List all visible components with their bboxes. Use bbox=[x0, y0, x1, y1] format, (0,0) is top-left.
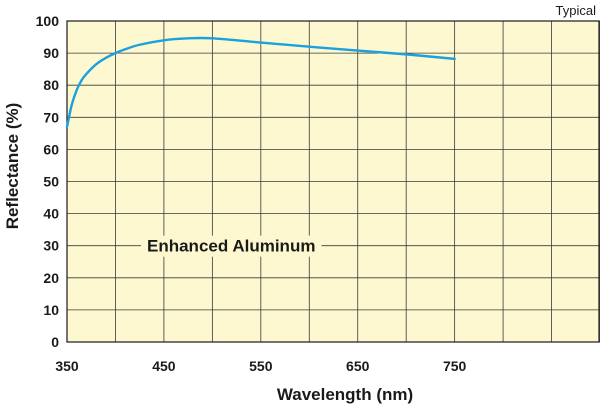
plot-frame bbox=[66, 20, 600, 343]
y-tick-label-50: 50 bbox=[43, 174, 59, 190]
y-tick-label-60: 60 bbox=[43, 141, 59, 157]
x-axis-label: Wavelength (nm) bbox=[277, 385, 413, 404]
series-label-background bbox=[141, 235, 322, 257]
x-tick-label-650: 650 bbox=[346, 358, 370, 374]
y-tick-label-30: 30 bbox=[43, 238, 59, 254]
y-tick-label-20: 20 bbox=[43, 270, 59, 286]
x-tick-label-750: 750 bbox=[443, 358, 467, 374]
typical-note: Typical bbox=[556, 3, 597, 18]
series-line-enhanced-aluminum bbox=[65, 36, 456, 129]
y-tick-label-0: 0 bbox=[51, 334, 59, 350]
x-tick-label-550: 550 bbox=[249, 358, 273, 374]
series-group: Enhanced Aluminum bbox=[65, 36, 456, 257]
y-tick-label-90: 90 bbox=[43, 45, 59, 61]
y-tick-label-40: 40 bbox=[43, 206, 59, 222]
y-tick-label-80: 80 bbox=[43, 77, 59, 93]
x-tick-label-350: 350 bbox=[55, 358, 79, 374]
series-label: Enhanced Aluminum bbox=[147, 237, 315, 256]
x-tick-label-450: 450 bbox=[152, 358, 176, 374]
y-tick-label-10: 10 bbox=[43, 302, 59, 318]
y-tick-label-70: 70 bbox=[43, 109, 59, 125]
y-axis-ticks: 0 10 20 30 40 50 60 70 80 90 100 bbox=[36, 13, 60, 350]
y-tick-label-100: 100 bbox=[36, 13, 60, 29]
x-axis-ticks: 350 450 550 650 750 bbox=[55, 358, 466, 374]
y-axis-label: Reflectance (%) bbox=[3, 103, 22, 230]
